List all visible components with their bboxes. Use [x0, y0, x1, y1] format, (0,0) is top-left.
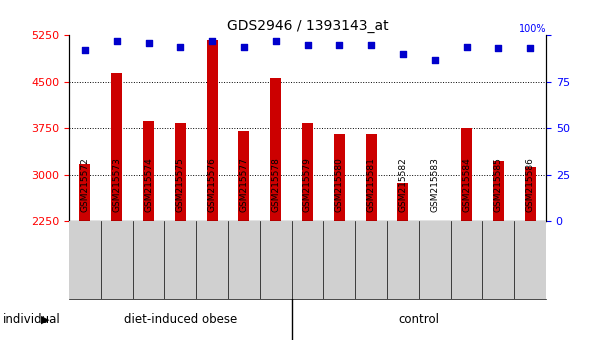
- Text: 100%: 100%: [518, 24, 546, 34]
- Bar: [334, 134, 345, 221]
- Bar: [79, 164, 91, 221]
- Bar: [143, 121, 154, 221]
- Point: [398, 51, 408, 57]
- Point: [144, 40, 154, 46]
- Bar: [461, 128, 472, 221]
- Title: GDS2946 / 1393143_at: GDS2946 / 1393143_at: [227, 19, 388, 33]
- Point: [112, 38, 121, 44]
- Point: [80, 47, 90, 53]
- Point: [462, 44, 472, 50]
- Point: [494, 46, 503, 51]
- Text: ▶: ▶: [41, 314, 49, 325]
- Bar: [175, 123, 186, 221]
- Bar: [302, 123, 313, 221]
- Bar: [238, 131, 250, 221]
- Bar: [397, 183, 409, 221]
- Text: diet-induced obese: diet-induced obese: [124, 313, 237, 326]
- Point: [526, 46, 535, 51]
- Point: [176, 44, 185, 50]
- Point: [303, 42, 313, 47]
- Bar: [365, 134, 377, 221]
- Bar: [493, 161, 504, 221]
- Point: [208, 38, 217, 44]
- Point: [271, 38, 281, 44]
- Point: [335, 42, 344, 47]
- Text: individual: individual: [3, 313, 61, 326]
- Bar: [111, 73, 122, 221]
- Bar: [270, 78, 281, 221]
- Point: [239, 44, 249, 50]
- Bar: [206, 40, 218, 221]
- Point: [430, 57, 440, 62]
- Point: [366, 42, 376, 47]
- Bar: [524, 167, 536, 221]
- Text: control: control: [398, 313, 439, 326]
- Bar: [429, 221, 440, 223]
